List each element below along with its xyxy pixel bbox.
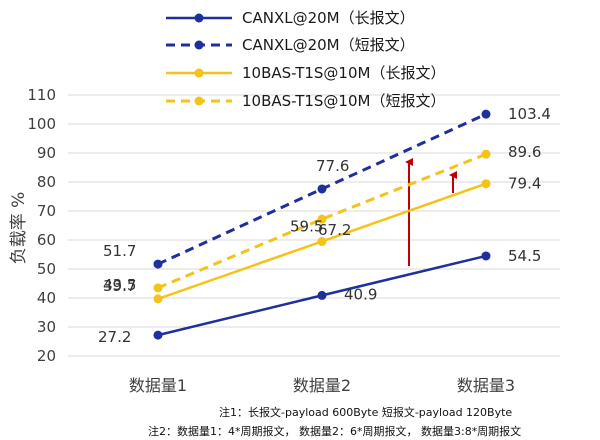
y-axis-ticks: 20 30 40 50 60 70 80 90 100 110 bbox=[27, 86, 56, 365]
y-tick-label: 30 bbox=[37, 318, 56, 336]
y-tick-label: 100 bbox=[27, 115, 56, 133]
data-labels: 27.2 40.9 54.5 51.7 77.6 103.4 39.7 59.5 79.4 43.… bbox=[98, 105, 551, 346]
data-label: 43.5 bbox=[103, 276, 136, 294]
data-point bbox=[317, 214, 327, 224]
data-label: 40.9 bbox=[344, 285, 377, 303]
data-label: 27.2 bbox=[98, 328, 131, 346]
y-axis-label: 负载率 % bbox=[9, 192, 29, 265]
data-label: 59.5 bbox=[290, 217, 323, 235]
x-category-label: 数据量2 bbox=[293, 376, 351, 395]
data-point bbox=[481, 179, 491, 189]
data-point bbox=[153, 330, 163, 340]
data-point bbox=[153, 294, 163, 304]
increase-arrows bbox=[405, 158, 457, 266]
legend-label: 10BAS-T1S@10M（长报文） bbox=[242, 64, 445, 82]
data-label: 51.7 bbox=[103, 242, 136, 260]
legend: CANXL@20M（长报文） CANXL@20M（短报文） 10BAS-T1S@10… bbox=[166, 9, 445, 110]
legend-label: 10BAS-T1S@10M（短报文） bbox=[242, 92, 445, 110]
legend-marker bbox=[194, 68, 204, 78]
y-tick-label: 110 bbox=[27, 86, 56, 104]
data-label: 103.4 bbox=[508, 105, 551, 123]
y-tick-label: 60 bbox=[37, 231, 56, 249]
note-1: 注1：长报文-payload 600Byte 短报文-payload 120By… bbox=[219, 406, 513, 419]
data-label: 67.2 bbox=[318, 221, 351, 239]
y-tick-label: 20 bbox=[37, 347, 56, 365]
y-tick-label: 80 bbox=[37, 173, 56, 191]
gridlines bbox=[68, 94, 560, 357]
y-tick-label: 70 bbox=[37, 202, 56, 220]
data-label: 39.7 bbox=[103, 277, 136, 295]
legend-label: CANXL@20M（短报文） bbox=[242, 36, 415, 54]
data-point bbox=[481, 109, 491, 119]
data-point bbox=[481, 251, 491, 261]
y-tick-label: 40 bbox=[37, 289, 56, 307]
legend-label: CANXL@20M（长报文） bbox=[242, 9, 415, 27]
x-axis-categories: 数据量1 数据量2 数据量3 bbox=[129, 376, 515, 395]
data-point bbox=[317, 290, 327, 300]
legend-marker bbox=[194, 40, 204, 50]
data-label: 79.4 bbox=[508, 175, 541, 193]
data-label: 77.6 bbox=[316, 157, 349, 175]
note-2: 注2：数据量1：4*周期报文， 数据量2：6*周期报文， 数据量3:8*周期报文 bbox=[148, 425, 522, 438]
x-category-label: 数据量3 bbox=[457, 376, 515, 395]
legend-marker bbox=[194, 96, 204, 106]
data-label: 54.5 bbox=[508, 247, 541, 265]
legend-marker bbox=[194, 13, 204, 23]
series-lines bbox=[153, 109, 491, 340]
data-point bbox=[153, 259, 163, 269]
data-point bbox=[317, 184, 327, 194]
data-point bbox=[317, 236, 327, 246]
data-label: 89.6 bbox=[508, 143, 541, 161]
y-tick-label: 50 bbox=[37, 260, 56, 278]
x-category-label: 数据量1 bbox=[129, 376, 187, 395]
data-point bbox=[481, 149, 491, 159]
y-tick-label: 90 bbox=[37, 144, 56, 162]
data-point bbox=[153, 283, 163, 293]
